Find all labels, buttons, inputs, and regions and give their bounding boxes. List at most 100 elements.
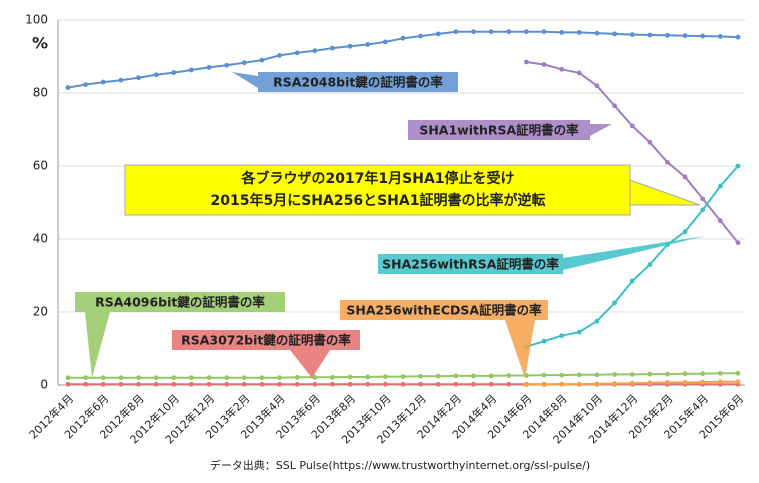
callout-box xyxy=(378,254,563,274)
callout-pointer xyxy=(590,124,612,136)
data-point xyxy=(647,371,653,377)
legend-label: RSA4096bit鍵の証明書の率 xyxy=(95,295,265,310)
data-point xyxy=(294,374,300,380)
data-point xyxy=(594,83,600,89)
data-point xyxy=(506,381,512,387)
data-point xyxy=(259,381,265,387)
data-point xyxy=(735,370,741,376)
data-point xyxy=(682,33,688,39)
legend-label: RSA3072bit鍵の証明書の率 xyxy=(181,333,351,348)
callout-pointer xyxy=(290,350,330,378)
callout-pointer xyxy=(232,72,258,88)
data-point xyxy=(700,379,706,385)
data-point xyxy=(277,53,282,58)
data-point xyxy=(576,372,582,378)
data-point xyxy=(488,381,494,387)
y-tick-label: 80 xyxy=(33,86,48,100)
data-point xyxy=(629,278,635,284)
data-point xyxy=(171,70,177,75)
data-point xyxy=(524,382,529,388)
data-point xyxy=(83,82,89,88)
data-point xyxy=(294,50,300,56)
data-point xyxy=(65,381,71,387)
data-point xyxy=(735,34,741,40)
data-point xyxy=(647,262,653,267)
data-point xyxy=(524,29,529,35)
data-point xyxy=(629,380,635,386)
data-point xyxy=(136,381,141,387)
data-point xyxy=(594,30,600,36)
data-point xyxy=(189,381,194,387)
data-point xyxy=(576,381,582,387)
data-point xyxy=(189,67,194,73)
data-point xyxy=(365,374,371,380)
data-point xyxy=(559,333,565,339)
data-point xyxy=(312,48,318,54)
y-tick-label: 60 xyxy=(33,159,48,173)
data-point xyxy=(118,381,124,387)
data-point xyxy=(471,381,476,387)
legend-label: SHA256withECDSA証明書の率 xyxy=(346,303,542,318)
data-point xyxy=(330,45,335,51)
data-point xyxy=(224,62,230,68)
data-point xyxy=(665,380,670,385)
data-point xyxy=(612,103,617,109)
data-point xyxy=(735,240,741,246)
data-point xyxy=(700,196,706,202)
data-point xyxy=(65,85,71,90)
y-tick-label: 100 xyxy=(25,13,48,27)
data-point xyxy=(612,381,617,386)
data-point xyxy=(506,29,512,35)
data-point xyxy=(136,75,141,81)
legend-label: SHA1withRSA証明書の率 xyxy=(419,123,579,138)
data-point xyxy=(224,375,230,381)
callout-box xyxy=(75,292,285,312)
data-point xyxy=(576,329,582,335)
data-point xyxy=(330,374,335,380)
data-point xyxy=(347,374,353,380)
data-point xyxy=(259,57,265,63)
callout-box xyxy=(340,300,548,320)
data-point xyxy=(594,372,600,378)
data-point xyxy=(171,381,177,387)
data-point xyxy=(118,375,124,381)
data-point xyxy=(153,72,159,78)
data-point xyxy=(83,381,89,387)
data-point xyxy=(189,375,194,381)
data-point xyxy=(682,174,688,180)
y-tick-label: 0 xyxy=(40,378,48,392)
data-point xyxy=(65,375,71,381)
data-point xyxy=(576,30,582,35)
callout-pointer xyxy=(563,236,705,270)
legend-label: RSA2048bit鍵の証明書の率 xyxy=(273,75,443,90)
data-point xyxy=(682,229,688,235)
data-point xyxy=(488,29,494,35)
data-point xyxy=(206,375,212,381)
data-point xyxy=(136,375,141,381)
data-point xyxy=(647,32,653,38)
data-point xyxy=(171,375,177,381)
data-point xyxy=(700,207,706,213)
data-point xyxy=(347,381,353,387)
data-point xyxy=(435,31,441,37)
data-point xyxy=(382,381,388,387)
data-point xyxy=(206,381,212,387)
data-point xyxy=(294,381,300,387)
data-point xyxy=(471,29,476,35)
data-point xyxy=(717,379,723,385)
data-point xyxy=(435,373,441,379)
data-point xyxy=(700,371,706,377)
data-point xyxy=(418,33,424,39)
data-point xyxy=(312,374,318,380)
data-point xyxy=(612,372,617,377)
data-point xyxy=(629,123,635,129)
data-point xyxy=(312,381,318,387)
data-point xyxy=(665,32,670,38)
data-point xyxy=(400,381,406,387)
y-unit: % xyxy=(32,34,48,53)
data-point xyxy=(453,29,459,35)
y-tick-label: 40 xyxy=(33,232,48,246)
data-point xyxy=(83,375,89,381)
data-point xyxy=(330,381,335,387)
